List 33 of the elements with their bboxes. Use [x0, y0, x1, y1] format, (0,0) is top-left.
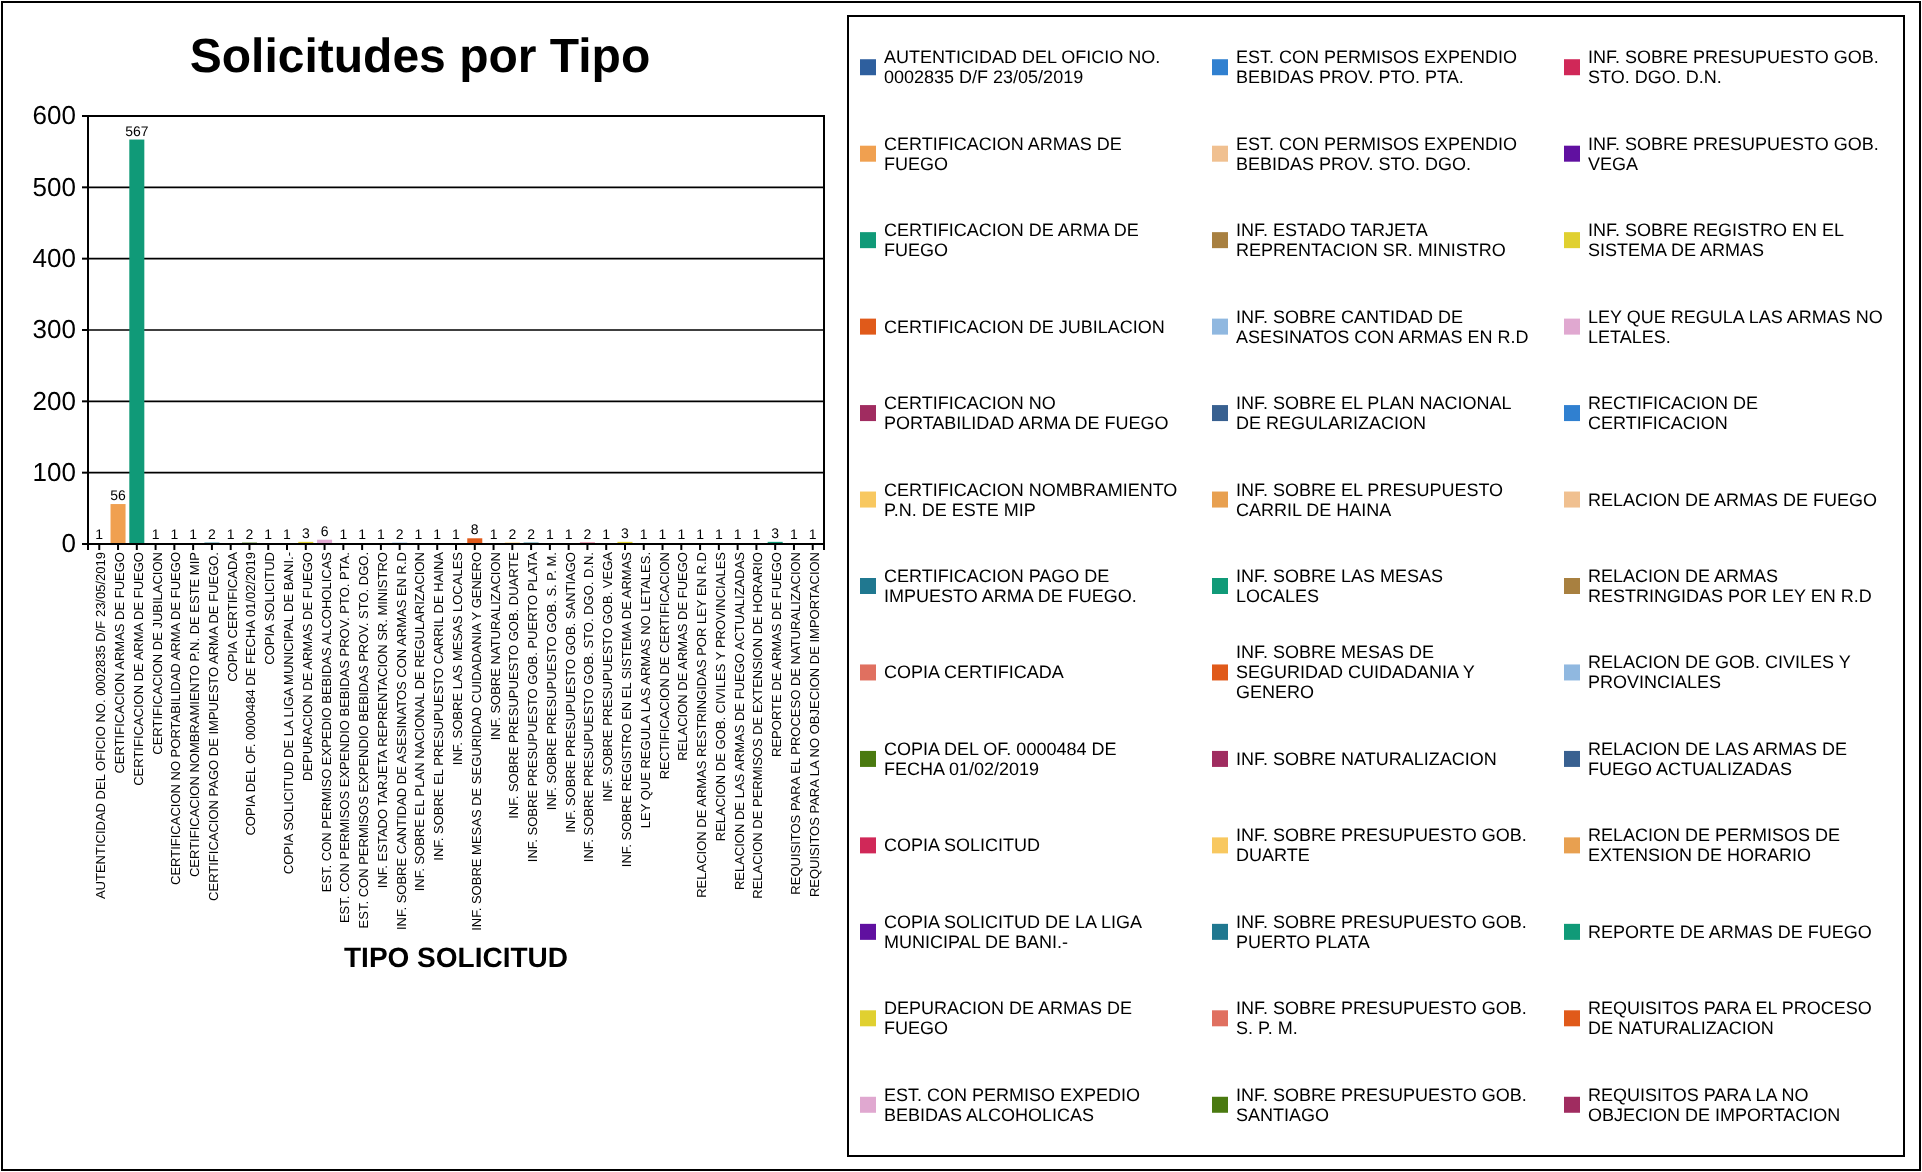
legend-label: CERTIFICACION DE JUBILACION — [884, 316, 1165, 337]
legend-label: INF. SOBRE PRESUPUESTO GOB. STO. DGO. D.N. — [1588, 47, 1879, 88]
y-tick-label: 300 — [32, 314, 76, 345]
legend-label: REQUISITOS PARA LA NO OBJECION DE IMPORTACION — [1588, 1084, 1841, 1125]
legend-label: RECTIFICACION DE CERTIFICACION — [1588, 393, 1759, 434]
legend-label: CERTIFICACION ARMAS DE FUEGO — [884, 133, 1122, 174]
y-tick-label: 600 — [32, 100, 76, 131]
y-tick-label: 100 — [32, 456, 76, 487]
legend-label: INF. SOBRE EL PLAN NACIONAL DE REGULARIZACION — [1236, 393, 1512, 434]
y-tick-label: 0 — [61, 528, 76, 559]
legend-label: CERTIFICACION DE ARMA DE FUEGO — [884, 220, 1139, 261]
x-axis-title: TIPO SOLICITUD — [344, 940, 568, 973]
chart-title: Solicitudes por Tipo — [189, 30, 651, 84]
legend-label: EST. CON PERMISOS EXPENDIO BEBIDAS PROV. PTO. PTA. — [1236, 47, 1518, 88]
y-tick-label: 200 — [32, 385, 76, 416]
legend-label: INF. ESTADO TARJETA REPRENTACION SR. MINISTRO — [1236, 220, 1506, 261]
legend-label: INF. SOBRE EL PRESUPUESTO CARRIL DE HAINA — [1236, 479, 1504, 520]
legend-label: LEY QUE REGULA LAS ARMAS NO LETALES. — [1588, 306, 1883, 347]
legend-label: INF. SOBRE CANTIDAD DE ASESINATOS CON ARMAS EN R.D — [1236, 306, 1530, 347]
legend-label: CERTIFICACION NO PORTABILIDAD ARMA DE FUEGO — [884, 393, 1169, 434]
legend-label: INF. SOBRE PRESUPUESTO GOB. VEGA — [1588, 133, 1879, 174]
legend-label: RELACION DE ARMAS DE FUEGO — [1588, 489, 1878, 510]
y-tick-label: 500 — [32, 171, 76, 202]
legend-label: REQUISITOS PARA EL PROCESO DE NATURALIZACION — [1588, 998, 1872, 1039]
legend-label: EST. CON PERMISO EXPEDIO BEBIDAS ALCOHOLICAS — [884, 1084, 1141, 1125]
legend-label: INF. SOBRE PRESUPUESTO GOB. SANTIAGO — [1236, 1084, 1527, 1125]
legend-label: INF. SOBRE REGISTRO EN EL SISTEMA DE ARMAS — [1588, 220, 1845, 261]
y-tick-label: 400 — [32, 242, 76, 273]
legend-label: EST. CON PERMISOS EXPENDIO BEBIDAS PROV. STO. DGO. — [1236, 133, 1518, 174]
legend-label: CERTIFICACION NOMBRAMIENTO P.N. DE ESTE MIP — [884, 479, 1178, 520]
legend-label: DEPURACION DE ARMAS DE FUEGO — [884, 998, 1133, 1039]
legend-label: AUTENTICIDAD DEL OFICIO NO. 0002835 D/F 23/05/2019 — [884, 47, 1161, 88]
legend-label: INF. SOBRE PRESUPUESTO GOB. S. P. M. — [1236, 998, 1527, 1039]
